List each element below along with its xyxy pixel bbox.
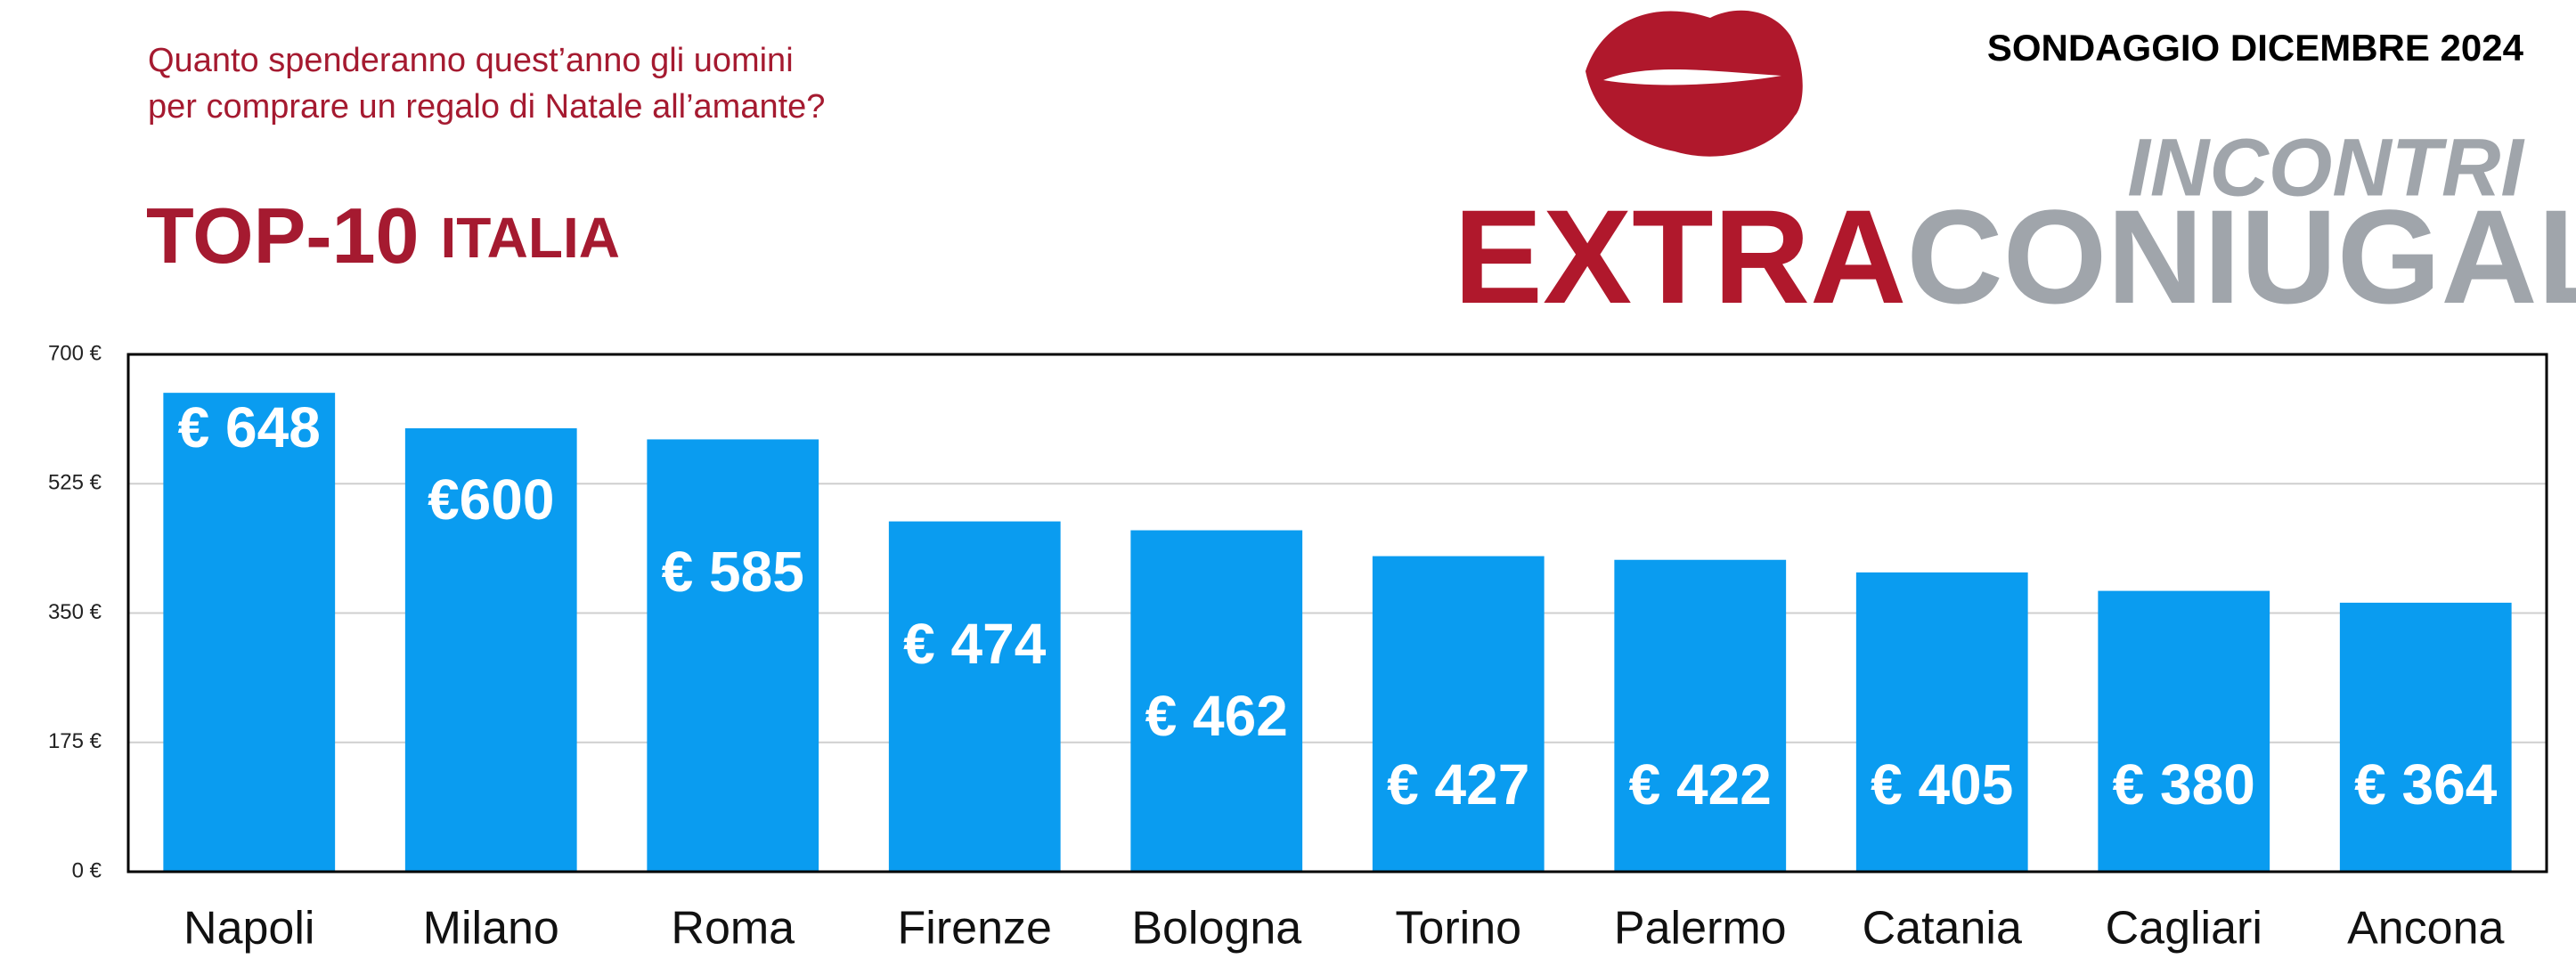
x-tick-label: Ancona bbox=[2347, 903, 2504, 955]
x-tick-label: Roma bbox=[671, 903, 795, 955]
value-label: € 364 bbox=[2354, 752, 2498, 817]
title-suffix: ITALIA bbox=[441, 206, 620, 270]
bar bbox=[404, 428, 577, 872]
logo-top: INCONTRI bbox=[2127, 122, 2525, 213]
logo-left: EXTRA bbox=[1454, 182, 1906, 331]
y-tick-label: 525 € bbox=[48, 471, 102, 495]
x-tick-label: Cagliari bbox=[2106, 903, 2262, 955]
chart-title: TOP-10 ITALIA bbox=[146, 191, 620, 280]
bar bbox=[2339, 602, 2512, 872]
value-label: € 585 bbox=[662, 540, 804, 604]
bar bbox=[888, 521, 1061, 872]
y-tick-label: 350 € bbox=[48, 600, 102, 624]
bar bbox=[647, 439, 819, 872]
x-tick-label: Firenze bbox=[898, 903, 1052, 955]
x-tick-label: Catania bbox=[1863, 903, 2022, 955]
value-label: € 380 bbox=[2113, 752, 2255, 817]
title-main: TOP-10 bbox=[146, 191, 420, 280]
logo-main: EXTRACONIUGALI bbox=[1454, 182, 2576, 331]
y-tick-label: 700 € bbox=[48, 341, 102, 365]
value-label: € 422 bbox=[1629, 752, 1772, 817]
subtitle: Quanto spenderanno quest’anno gli uomini bbox=[148, 42, 794, 79]
bar bbox=[1855, 572, 2028, 872]
y-tick-label: 175 € bbox=[48, 729, 102, 753]
x-tick-label: Bologna bbox=[1131, 903, 1301, 955]
value-label: €600 bbox=[428, 467, 554, 532]
value-label: € 405 bbox=[1871, 752, 2013, 817]
x-tick-label: Milano bbox=[423, 903, 559, 955]
bar bbox=[1130, 530, 1303, 872]
subtitle: per comprare un regalo di Natale all’ama… bbox=[148, 88, 825, 126]
bar bbox=[2098, 590, 2270, 872]
value-label: € 462 bbox=[1145, 684, 1288, 748]
bar bbox=[1614, 559, 1787, 872]
x-tick-label: Napoli bbox=[183, 903, 314, 955]
value-label: € 474 bbox=[903, 612, 1047, 676]
value-label: € 427 bbox=[1387, 752, 1529, 817]
x-tick-label: Torino bbox=[1395, 903, 1521, 955]
bar bbox=[1372, 556, 1545, 872]
value-label: € 648 bbox=[178, 395, 321, 459]
logo-lips bbox=[1586, 10, 1803, 157]
x-tick-label: Palermo bbox=[1614, 903, 1787, 955]
logo-right: CONIUGALI bbox=[1906, 182, 2576, 331]
survey-label: SONDAGGIO DICEMBRE 2024 bbox=[1987, 27, 2524, 69]
y-tick-label: 0 € bbox=[72, 858, 102, 882]
plot-frame bbox=[126, 353, 2548, 873]
bar bbox=[163, 393, 336, 872]
